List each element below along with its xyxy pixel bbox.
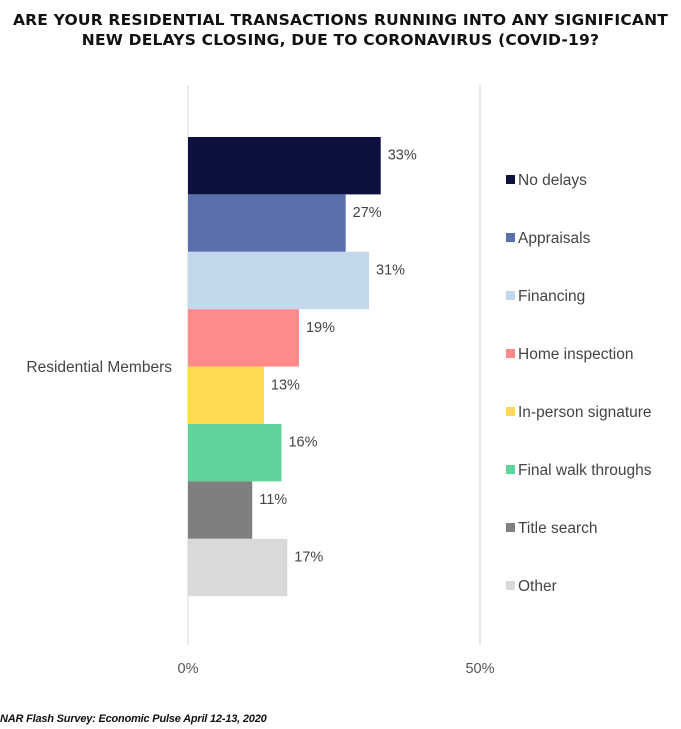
- legend-label: Title search: [518, 520, 598, 537]
- data-labels: 33% 27% 31% 19% 13% 16% 11% 17%: [259, 148, 417, 566]
- chart-title-line-2: NEW DELAYS CLOSING, DUE TO CORONAVIRUS (…: [81, 31, 600, 49]
- data-label: 27%: [353, 205, 382, 221]
- legend: No delays Appraisals Financing Home inspect…: [506, 172, 652, 595]
- data-label: 13%: [271, 377, 300, 393]
- legend-label: Other: [518, 578, 557, 595]
- bar-final-walk-throughs: [188, 424, 282, 482]
- legend-swatch: [506, 465, 515, 474]
- data-label: 11%: [259, 492, 287, 508]
- legend-label: Final walk throughs: [518, 462, 652, 479]
- legend-swatch: [506, 581, 515, 590]
- legend-label: In-person signature: [518, 404, 652, 421]
- legend-swatch: [506, 349, 515, 358]
- source-note: NAR Flash Survey: Economic Pulse April 1…: [0, 713, 267, 725]
- bar-in-person-signature: [188, 366, 264, 424]
- legend-label: Home inspection: [518, 346, 633, 363]
- bar-appraisals: [188, 194, 346, 252]
- legend-label: No delays: [518, 172, 587, 189]
- legend-swatch: [506, 291, 515, 300]
- data-label: 33%: [388, 148, 417, 164]
- bar-home-inspection: [188, 309, 299, 367]
- legend-label: Appraisals: [518, 230, 591, 247]
- category-label: Residential Members: [26, 359, 172, 376]
- data-label: 31%: [376, 263, 405, 279]
- data-label: 16%: [288, 435, 317, 451]
- chart-title: ARE YOUR RESIDENTIAL TRANSACTIONS RUNNIN…: [0, 10, 681, 50]
- legend-swatch: [506, 175, 515, 184]
- x-tick-label: 50%: [465, 661, 494, 677]
- bar-title-search: [188, 481, 253, 539]
- chart-title-line-1: ARE YOUR RESIDENTIAL TRANSACTIONS RUNNIN…: [12, 11, 669, 29]
- bars: [188, 137, 381, 597]
- legend-swatch: [506, 407, 515, 416]
- bar-no-delays: [188, 137, 381, 195]
- data-label: 17%: [294, 550, 323, 566]
- bar-financing: [188, 251, 370, 310]
- x-tick-label: 0%: [178, 661, 199, 677]
- legend-label: Financing: [518, 288, 585, 305]
- x-axis-ticks: 0% 50%: [178, 661, 495, 677]
- bar-other: [188, 538, 288, 597]
- data-label: 19%: [306, 320, 335, 336]
- legend-swatch: [506, 233, 515, 242]
- legend-swatch: [506, 523, 515, 532]
